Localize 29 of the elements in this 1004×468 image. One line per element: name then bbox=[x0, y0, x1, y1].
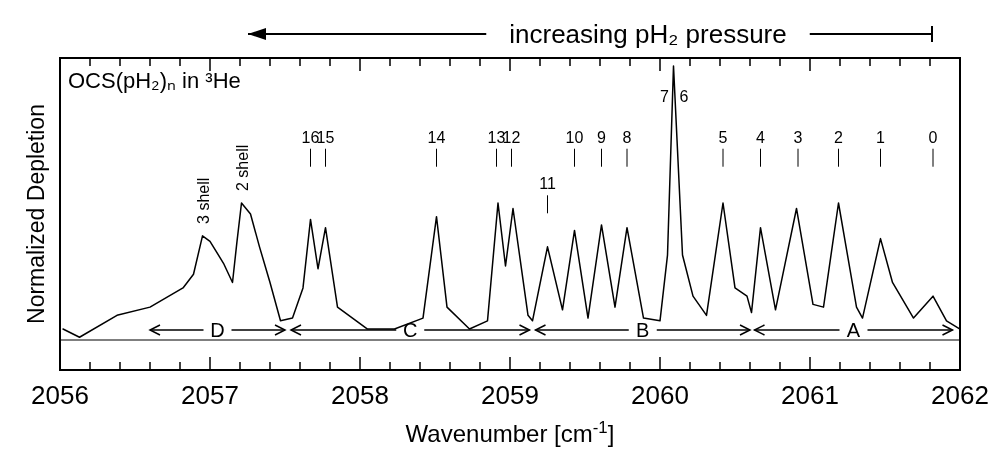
annotation: 1 bbox=[876, 128, 886, 146]
chart-subtitle: OCS(pH₂)ₙ in ³He bbox=[68, 68, 241, 93]
annotation: 11 bbox=[539, 175, 556, 193]
annotation: 8 bbox=[622, 128, 632, 146]
annotation: 2 bbox=[834, 128, 844, 146]
annotation: 3 shell bbox=[194, 177, 212, 224]
annotation: 0 bbox=[928, 128, 938, 146]
x-tick-label: 2056 bbox=[31, 380, 89, 410]
annotation: 7 bbox=[660, 87, 670, 105]
x-tick-label: 2057 bbox=[181, 380, 239, 410]
x-tick-label: 2060 bbox=[631, 380, 689, 410]
x-tick-label: 2062 bbox=[931, 380, 989, 410]
x-tick-label: 2061 bbox=[781, 380, 839, 410]
annotation: 5 bbox=[718, 128, 728, 146]
annotation: A bbox=[846, 319, 861, 341]
y-axis-title: Normalized Depletion bbox=[23, 104, 49, 324]
annotation: 6 bbox=[679, 87, 689, 105]
annotation: 2 shell bbox=[233, 144, 251, 191]
x-tick-label: 2059 bbox=[481, 380, 539, 410]
annotation: D bbox=[210, 319, 225, 341]
annotation: 14 bbox=[427, 128, 446, 146]
annotation: 9 bbox=[597, 128, 607, 146]
x-tick-label: 2058 bbox=[331, 380, 389, 410]
x-axis-title: Wavenumber [cm$^{-1}$] bbox=[405, 417, 615, 447]
annotation: B bbox=[636, 319, 650, 341]
chart-title: increasing pH₂ pressure bbox=[509, 19, 787, 49]
annotation: 3 bbox=[793, 128, 803, 146]
annotation: 4 bbox=[756, 128, 766, 146]
annotation: 10 bbox=[565, 128, 584, 146]
